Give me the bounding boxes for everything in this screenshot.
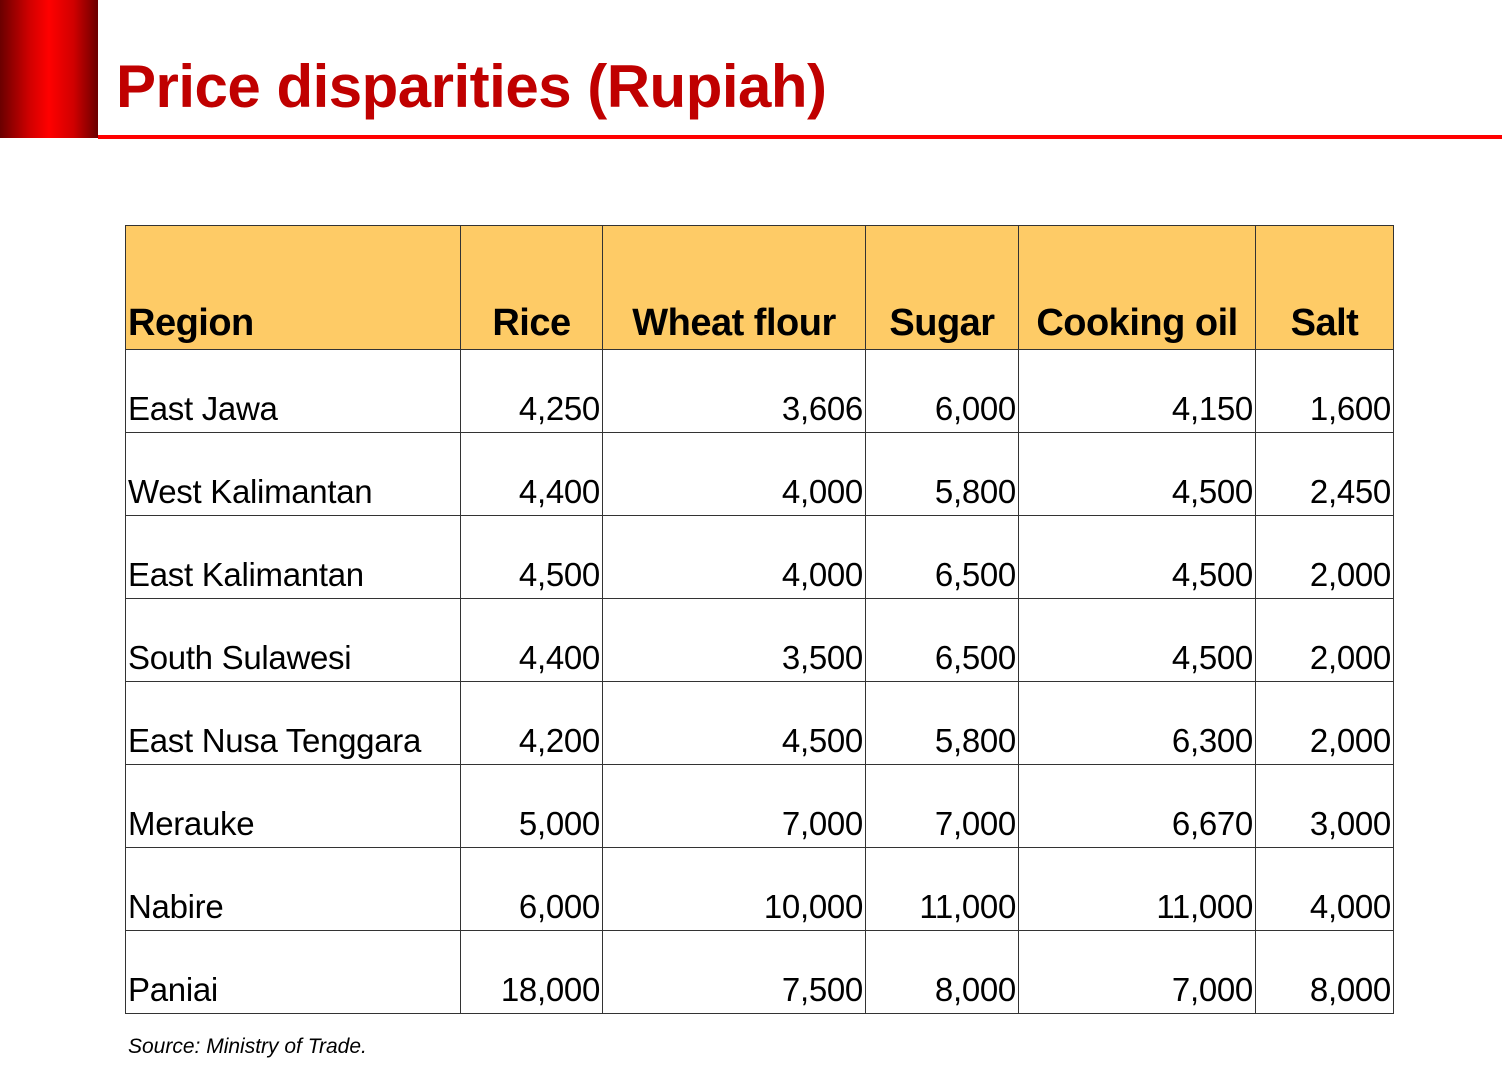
header-wheat-flour: Wheat flour [602, 225, 866, 350]
header-salt: Salt [1255, 225, 1394, 350]
table-row: Paniai 18,000 7,500 8,000 7,000 8,000 [125, 930, 1394, 1014]
header-region: Region [125, 225, 461, 350]
cell-salt: 2,450 [1255, 432, 1394, 516]
cell-sugar: 6,500 [865, 515, 1019, 599]
table-row: West Kalimantan 4,400 4,000 5,800 4,500 2,450 [125, 432, 1394, 516]
cell-region: East Jawa [125, 349, 461, 433]
cell-salt: 8,000 [1255, 930, 1394, 1014]
cell-sugar: 11,000 [865, 847, 1019, 931]
cell-cooking-oil: 6,670 [1018, 764, 1256, 848]
header-row: Region Rice Wheat flour Sugar Cooking oi… [125, 225, 1394, 350]
cell-sugar: 5,800 [865, 432, 1019, 516]
cell-wheat-flour: 4,000 [602, 432, 866, 516]
cell-cooking-oil: 4,500 [1018, 598, 1256, 682]
cell-rice: 6,000 [460, 847, 603, 931]
cell-rice: 5,000 [460, 764, 603, 848]
cell-salt: 2,000 [1255, 681, 1394, 765]
table-row: South Sulawesi 4,400 3,500 6,500 4,500 2,000 [125, 598, 1394, 682]
cell-cooking-oil: 4,500 [1018, 432, 1256, 516]
cell-cooking-oil: 4,150 [1018, 349, 1256, 433]
cell-cooking-oil: 6,300 [1018, 681, 1256, 765]
cell-rice: 4,200 [460, 681, 603, 765]
title-underline [98, 135, 1502, 139]
cell-cooking-oil: 4,500 [1018, 515, 1256, 599]
cell-region: Paniai [125, 930, 461, 1014]
table-row: East Kalimantan 4,500 4,000 6,500 4,500 2,000 [125, 515, 1394, 599]
cell-rice: 4,400 [460, 598, 603, 682]
cell-sugar: 7,000 [865, 764, 1019, 848]
cell-rice: 4,250 [460, 349, 603, 433]
cell-salt: 3,000 [1255, 764, 1394, 848]
cell-wheat-flour: 4,000 [602, 515, 866, 599]
table-row: Nabire 6,000 10,000 11,000 11,000 4,000 [125, 847, 1394, 931]
cell-region: West Kalimantan [125, 432, 461, 516]
cell-region: Merauke [125, 764, 461, 848]
header-sugar: Sugar [865, 225, 1019, 350]
cell-rice: 4,400 [460, 432, 603, 516]
cell-sugar: 6,000 [865, 349, 1019, 433]
cell-wheat-flour: 3,606 [602, 349, 866, 433]
cell-wheat-flour: 4,500 [602, 681, 866, 765]
table-row: East Jawa 4,250 3,606 6,000 4,150 1,600 [125, 349, 1394, 433]
cell-region: Nabire [125, 847, 461, 931]
cell-rice: 18,000 [460, 930, 603, 1014]
cell-region: East Nusa Tenggara [125, 681, 461, 765]
header-rice: Rice [460, 225, 603, 350]
price-table: Region Rice Wheat flour Sugar Cooking oi… [125, 225, 1394, 1014]
cell-sugar: 5,800 [865, 681, 1019, 765]
cell-salt: 2,000 [1255, 515, 1394, 599]
cell-cooking-oil: 11,000 [1018, 847, 1256, 931]
page-title: Price disparities (Rupiah) [116, 53, 827, 120]
table-row: East Nusa Tenggara 4,200 4,500 5,800 6,300 2,… [125, 681, 1394, 765]
cell-salt: 4,000 [1255, 847, 1394, 931]
table-row: Merauke 5,000 7,000 7,000 6,670 3,000 [125, 764, 1394, 848]
cell-sugar: 6,500 [865, 598, 1019, 682]
cell-wheat-flour: 7,000 [602, 764, 866, 848]
cell-wheat-flour: 3,500 [602, 598, 866, 682]
cell-region: South Sulawesi [125, 598, 461, 682]
header-cooking-oil: Cooking oil [1018, 225, 1256, 350]
cell-wheat-flour: 7,500 [602, 930, 866, 1014]
cell-wheat-flour: 10,000 [602, 847, 866, 931]
cell-rice: 4,500 [460, 515, 603, 599]
cell-region: East Kalimantan [125, 515, 461, 599]
cell-salt: 2,000 [1255, 598, 1394, 682]
source-note: Source: Ministry of Trade. [128, 1035, 367, 1058]
title-accent-bar [0, 0, 98, 138]
cell-salt: 1,600 [1255, 349, 1394, 433]
cell-sugar: 8,000 [865, 930, 1019, 1014]
cell-cooking-oil: 7,000 [1018, 930, 1256, 1014]
